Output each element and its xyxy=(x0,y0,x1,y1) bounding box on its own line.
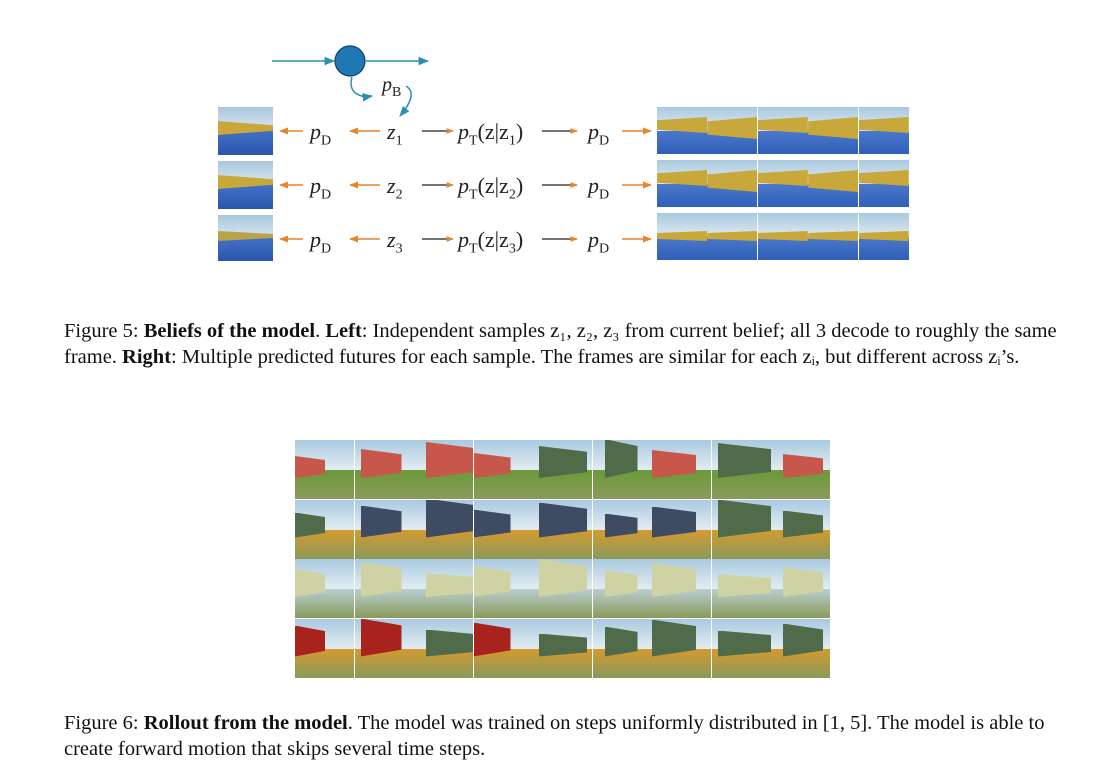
figure-5-left-label: Left xyxy=(325,320,362,342)
rollout-frame xyxy=(652,559,711,618)
decoder-right-label: pD xyxy=(588,119,610,149)
rollout-frame xyxy=(592,499,652,559)
predicted-frame xyxy=(657,160,707,207)
figure-5-arrows xyxy=(272,45,652,243)
predicted-frame xyxy=(858,213,909,260)
decoder-left-label: pD xyxy=(310,173,332,203)
rollout-frame xyxy=(354,618,414,678)
rollout-frame xyxy=(652,499,711,559)
predicted-frame xyxy=(808,107,859,154)
predicted-frame xyxy=(707,107,758,154)
belief-node xyxy=(334,45,366,77)
predicted-frame xyxy=(808,213,859,260)
rollout-frame xyxy=(533,618,592,678)
rollout-frame xyxy=(414,440,473,499)
rollout-frame xyxy=(711,559,771,618)
predicted-frame xyxy=(808,160,859,207)
rollout-frame xyxy=(354,499,414,559)
figure-5-left-text: : Independent samples z₁, z₂, z₃ from cu… xyxy=(64,320,1057,368)
rollout-frame xyxy=(771,499,830,559)
rollout-frame xyxy=(414,499,473,559)
rollout-frame xyxy=(295,499,354,559)
figure-6-label: Figure 6: xyxy=(64,712,144,734)
decoder-left-label: pD xyxy=(310,119,332,149)
rollout-frame xyxy=(533,559,592,618)
rollout-frame xyxy=(592,559,652,618)
rollout-frame xyxy=(592,440,652,499)
rollout-frame xyxy=(652,440,711,499)
figure-5-sep: . xyxy=(315,320,326,342)
decoder-right-label: pD xyxy=(588,227,610,257)
latent-sample-label: z2 xyxy=(387,173,403,203)
predicted-frame xyxy=(657,213,707,260)
figure-5-right-label: Right xyxy=(122,346,172,368)
transition-label: pT(z|z3) xyxy=(458,227,524,257)
figure-6-text: . The model was trained on steps uniform… xyxy=(64,712,1045,760)
rollout-frame xyxy=(295,440,354,499)
rollout-frame xyxy=(414,559,473,618)
rollout-frame xyxy=(533,499,592,559)
rollout-frame xyxy=(473,440,533,499)
current-frame-1 xyxy=(218,107,273,155)
rollout-frame xyxy=(295,559,354,618)
rollout-frame xyxy=(771,618,830,678)
rollout-frame xyxy=(533,440,592,499)
rollout-frame xyxy=(295,618,354,678)
current-frame-2 xyxy=(218,161,273,209)
sample-arrow-2 xyxy=(399,85,412,117)
rollout-frame xyxy=(711,618,771,678)
rollout-frame xyxy=(592,618,652,678)
sample-arrow-1 xyxy=(350,76,374,102)
decoder-right-label: pD xyxy=(588,173,610,203)
rollout-frame xyxy=(771,559,830,618)
predicted-frame xyxy=(757,160,808,207)
rollout-frame xyxy=(473,499,533,559)
predicted-frames-grid xyxy=(657,107,909,260)
transition-label: pT(z|z1) xyxy=(458,119,524,149)
belief-label: pB xyxy=(382,74,402,100)
transition-label: pT(z|z2) xyxy=(458,173,524,203)
rollout-frame xyxy=(473,559,533,618)
rollout-frame xyxy=(473,618,533,678)
predicted-frame xyxy=(657,107,707,154)
predicted-frame xyxy=(858,107,909,154)
figure-5-label: Figure 5: xyxy=(64,320,144,342)
rollout-frame xyxy=(711,440,771,499)
decoder-left-label: pD xyxy=(310,227,332,257)
latent-sample-label: z3 xyxy=(387,227,403,257)
figure-5-title: Beliefs of the model xyxy=(143,320,316,342)
rollout-frame xyxy=(711,499,771,559)
figure-6-title: Rollout from the model xyxy=(143,712,348,734)
rollout-frame xyxy=(354,559,414,618)
predicted-frame xyxy=(757,213,808,260)
predicted-frame xyxy=(707,160,758,207)
current-frame-3 xyxy=(218,215,273,261)
predicted-frame xyxy=(757,107,808,154)
rollout-frame xyxy=(354,440,414,499)
latent-sample-label: z1 xyxy=(387,119,403,149)
figure-5-caption: Figure 5: Beliefs of the model. Left: In… xyxy=(64,318,1064,370)
rollout-frames-grid xyxy=(295,440,831,678)
figure-6-caption: Figure 6: Rollout from the model. The mo… xyxy=(64,710,1064,762)
predicted-frame xyxy=(858,160,909,207)
rollout-frame xyxy=(771,440,830,499)
predicted-frame xyxy=(707,213,758,260)
figure-5-right-text: : Multiple predicted futures for each sa… xyxy=(171,346,1020,368)
rollout-frame xyxy=(414,618,473,678)
rollout-frame xyxy=(652,618,711,678)
